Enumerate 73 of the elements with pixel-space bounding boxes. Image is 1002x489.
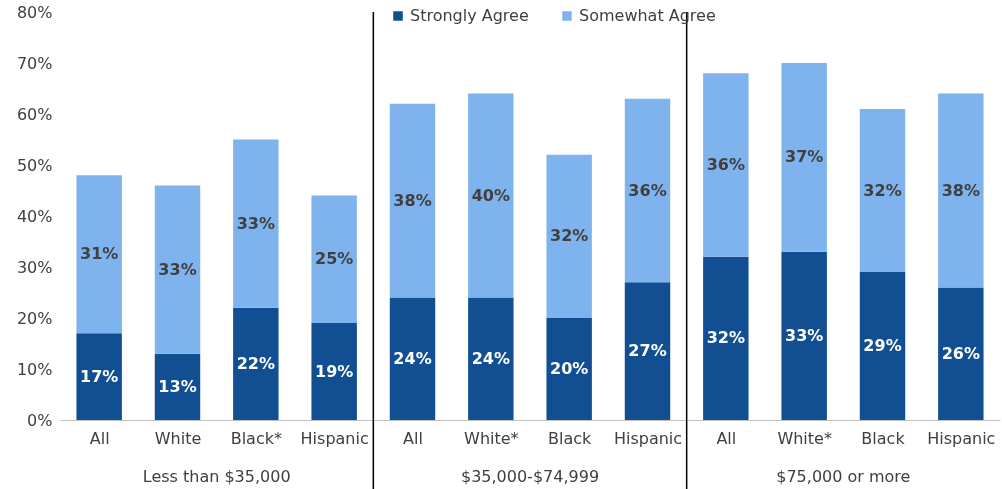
y-tick-label: 10%: [16, 359, 53, 379]
data-label: 24%: [471, 348, 510, 368]
bar: [311, 323, 357, 420]
x-tick-label: All: [716, 428, 737, 448]
x-tick-label: All: [89, 428, 110, 448]
bar: [624, 282, 671, 420]
x-tick-label: White*: [464, 428, 519, 448]
y-tick-label: 80%: [16, 2, 53, 22]
bar: [233, 139, 279, 308]
bar: [468, 93, 514, 298]
bar: [76, 333, 122, 420]
bar: [781, 251, 827, 420]
x-tick-label: Hispanic: [613, 428, 683, 448]
data-label: 38%: [393, 190, 432, 210]
y-tick-label: 70%: [16, 53, 53, 73]
data-label: 32%: [550, 226, 589, 246]
data-label: 40%: [471, 185, 510, 205]
data-label: 37%: [785, 147, 824, 167]
data-label: 19%: [315, 361, 354, 381]
x-tick-label: Black: [861, 428, 906, 448]
data-label: 36%: [706, 155, 745, 174]
data-label: 13%: [158, 376, 197, 396]
bar: [546, 154, 592, 318]
text: $75,000 or more: [776, 467, 911, 486]
x-tick-label: All: [403, 428, 423, 448]
bar: [703, 73, 749, 257]
bar: [76, 175, 122, 334]
data-label: 31%: [80, 244, 119, 264]
bar: [468, 297, 514, 420]
data-label: 26%: [941, 343, 980, 363]
data-label: 33%: [158, 259, 197, 279]
data-label: 33%: [785, 325, 824, 345]
data-label: 38%: [941, 180, 980, 200]
data-label: 20%: [550, 359, 589, 378]
bar: [311, 195, 357, 324]
bar: [389, 103, 436, 298]
data-label: 32%: [863, 180, 902, 200]
y-tick-label: 50%: [16, 155, 53, 175]
x-tick-label: White: [154, 428, 202, 448]
data-label: 33%: [236, 213, 275, 233]
y-tick-label: 40%: [16, 206, 53, 226]
data-label: 25%: [315, 249, 354, 269]
text: Less than $35,000: [142, 467, 291, 486]
y-tick-label: 60%: [16, 104, 53, 124]
bar: [781, 63, 827, 252]
bar: [154, 185, 201, 354]
x-tick-label: Black*: [230, 428, 282, 448]
data-label: 36%: [628, 180, 667, 200]
bar: [859, 108, 906, 273]
bar: [546, 318, 592, 420]
bar: [624, 98, 671, 283]
y-tick-label: 30%: [16, 257, 53, 277]
data-label: 22%: [236, 353, 275, 373]
data-label: 24%: [393, 348, 432, 368]
bar: [859, 272, 906, 420]
x-tick-label: White*: [777, 428, 832, 448]
bar: [938, 93, 984, 288]
x-tick-label: Hispanic: [300, 428, 369, 448]
bar: [389, 297, 436, 420]
data-label: 32%: [706, 328, 745, 348]
y-tick-label: 0%: [27, 410, 53, 430]
data-label: 29%: [863, 336, 902, 356]
data-label: 27%: [628, 341, 667, 361]
text: $35,000-$74,999: [460, 467, 600, 486]
y-tick-label: 20%: [16, 308, 53, 328]
data-label: 17%: [80, 366, 119, 386]
bar: [154, 353, 201, 420]
x-tick-label: Hispanic: [927, 428, 996, 448]
legend-label: Strongly Agree: [410, 6, 529, 25]
x-tick-label: Black: [548, 428, 593, 448]
bar: [938, 287, 984, 420]
bar: [233, 307, 279, 420]
bar: [703, 256, 749, 420]
